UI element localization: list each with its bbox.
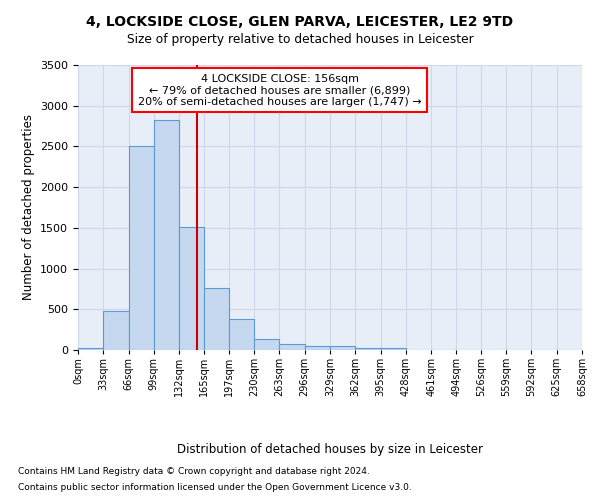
Bar	[103, 311, 128, 350]
Bar	[355, 348, 380, 350]
Bar	[254, 339, 280, 350]
Bar	[205, 288, 229, 350]
Bar	[229, 319, 254, 350]
Bar	[128, 146, 154, 350]
Y-axis label: Number of detached properties: Number of detached properties	[22, 114, 35, 300]
Text: 4, LOCKSIDE CLOSE, GLEN PARVA, LEICESTER, LE2 9TD: 4, LOCKSIDE CLOSE, GLEN PARVA, LEICESTER…	[86, 15, 514, 29]
Text: 4 LOCKSIDE CLOSE: 156sqm
← 79% of detached houses are smaller (6,899)
20% of sem: 4 LOCKSIDE CLOSE: 156sqm ← 79% of detach…	[138, 74, 421, 107]
Bar	[78, 348, 103, 350]
Text: Size of property relative to detached houses in Leicester: Size of property relative to detached ho…	[127, 32, 473, 46]
Bar	[330, 346, 355, 350]
Bar	[305, 346, 330, 350]
Bar	[154, 120, 179, 350]
Text: Contains HM Land Registry data © Crown copyright and database right 2024.: Contains HM Land Registry data © Crown c…	[18, 468, 370, 476]
Text: Contains public sector information licensed under the Open Government Licence v3: Contains public sector information licen…	[18, 482, 412, 492]
Bar	[380, 348, 406, 350]
Text: Distribution of detached houses by size in Leicester: Distribution of detached houses by size …	[177, 442, 483, 456]
Bar	[179, 227, 205, 350]
Bar	[280, 344, 305, 350]
